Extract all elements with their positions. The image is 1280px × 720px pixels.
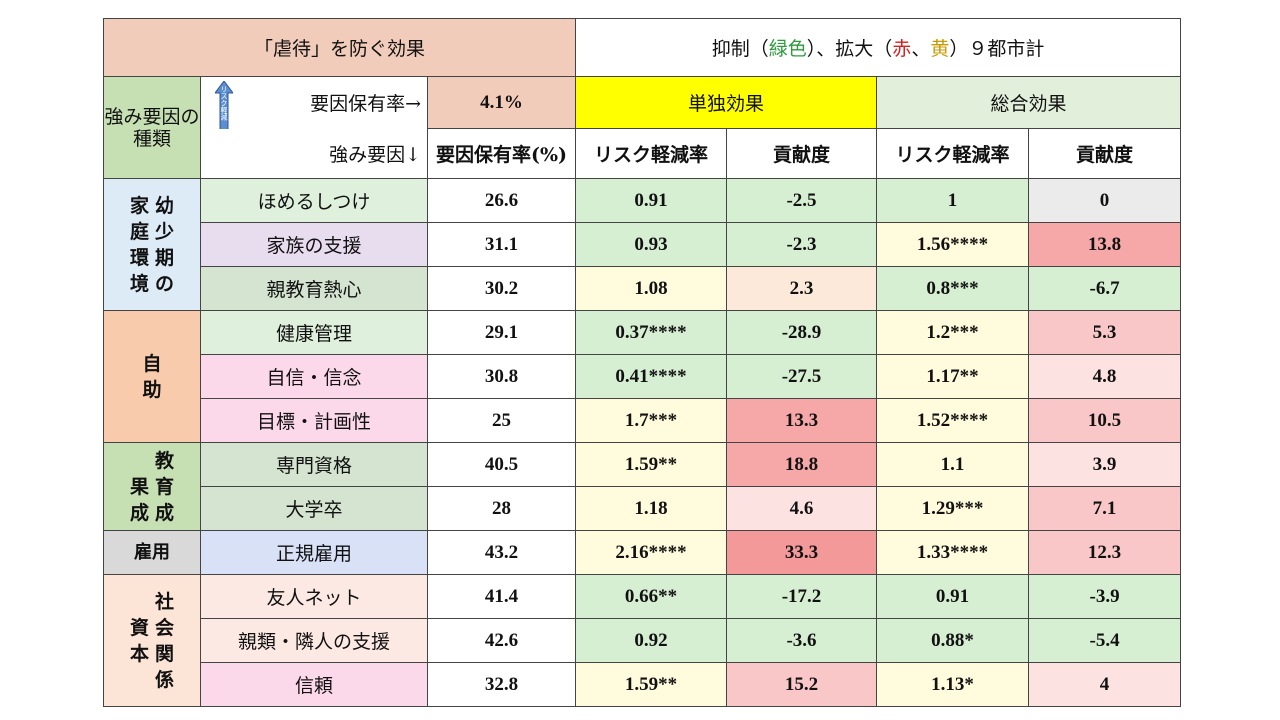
category-employment: 雇用 <box>103 530 201 575</box>
rate-cell: 29.1 <box>426 310 577 355</box>
alone-contrib-cell: 13.3 <box>726 398 878 443</box>
alone-contrib-cell: -17.2 <box>726 574 878 619</box>
alone-risk-cell: 1.7*** <box>575 398 728 443</box>
alone-contrib-cell: 18.8 <box>726 442 878 487</box>
risk-arrow-icon: リスク軽減 <box>215 81 233 129</box>
total-contrib-cell: -6.7 <box>1028 266 1182 311</box>
alone-risk-cell: 2.16**** <box>575 530 728 575</box>
rate-cell: 30.2 <box>426 266 577 311</box>
rate-cell: 42.6 <box>426 618 577 663</box>
total-contrib-cell: 10.5 <box>1028 398 1182 443</box>
legend-green: 緑色 <box>768 38 807 60</box>
rate-cell: 25 <box>426 398 577 443</box>
rate-cell: 26.6 <box>426 178 577 223</box>
factor-label: 強み要因↓ <box>200 128 428 179</box>
factor-name: 親教育熱心 <box>200 266 428 311</box>
total-risk-cell: 1.1 <box>876 442 1030 487</box>
category-social-capital: 資本 社会関係 <box>103 574 201 707</box>
alone-risk-cell: 1.18 <box>575 486 728 531</box>
total-contrib-cell: 3.9 <box>1028 442 1182 487</box>
total-contrib-cell: 13.8 <box>1028 222 1182 267</box>
alone-contrib-cell: -28.9 <box>726 310 878 355</box>
total-contrib-cell: 4 <box>1028 662 1182 707</box>
category-education: 果成 教育成 <box>103 442 201 531</box>
factor-name: 友人ネット <box>200 574 428 619</box>
total-risk-cell: 1.52**** <box>876 398 1030 443</box>
total-contrib-cell: 0 <box>1028 178 1182 223</box>
col-total-contrib: 貢献度 <box>1028 128 1182 179</box>
total-contrib-cell: 7.1 <box>1028 486 1182 531</box>
alone-risk-cell: 1.59** <box>575 662 728 707</box>
rate-cell: 43.2 <box>426 530 577 575</box>
factor-name: 目標・計画性 <box>200 398 428 443</box>
rate-cell: 40.5 <box>426 442 577 487</box>
total-risk-cell: 1.29*** <box>876 486 1030 531</box>
factor-name: 専門資格 <box>200 442 428 487</box>
alone-risk-cell: 1.08 <box>575 266 728 311</box>
alone-risk-cell: 0.93 <box>575 222 728 267</box>
rate-label-cell: リスク軽減 要因保有率→ <box>200 76 428 129</box>
alone-contrib-cell: -2.3 <box>726 222 878 267</box>
category-self-help: 自助 <box>103 310 201 443</box>
alone-header: 単独効果 <box>575 76 878 129</box>
table-title: 「虐待」を防ぐ効果 <box>102 18 577 77</box>
alone-risk-cell: 1.59** <box>575 442 728 487</box>
alone-risk-cell: 0.37**** <box>575 310 728 355</box>
alone-risk-cell: 0.92 <box>575 618 728 663</box>
factor-name: 親類・隣人の支援 <box>200 618 428 663</box>
rate-cell: 41.4 <box>426 574 577 619</box>
factor-name: 大学卒 <box>200 486 428 531</box>
total-risk-cell: 0.88* <box>876 618 1030 663</box>
table-subtitle: 抑制（緑色）、拡大（赤、黄）９都市計 <box>575 18 1182 77</box>
col-total-risk: リスク軽減率 <box>876 128 1030 179</box>
rate-value: 4.1% <box>426 76 577 129</box>
total-risk-cell: 1.2*** <box>876 310 1030 355</box>
alone-contrib-cell: 2.3 <box>726 266 878 311</box>
factor-name: 健康管理 <box>200 310 428 355</box>
factor-name: 正規雇用 <box>200 530 428 575</box>
rate-cell: 31.1 <box>426 222 577 267</box>
col-alone-risk: リスク軽減率 <box>575 128 728 179</box>
factor-name: 信頼 <box>200 662 428 707</box>
alone-contrib-cell: -2.5 <box>726 178 878 223</box>
col-alone-contrib: 貢献度 <box>726 128 878 179</box>
total-contrib-cell: -3.9 <box>1028 574 1182 619</box>
total-risk-cell: 1.13* <box>876 662 1030 707</box>
total-contrib-cell: 4.8 <box>1028 354 1182 399</box>
total-risk-cell: 0.91 <box>876 574 1030 619</box>
total-contrib-cell: 12.3 <box>1028 530 1182 575</box>
total-risk-cell: 1.17** <box>876 354 1030 399</box>
col-rate: 要因保有率(%) <box>426 128 577 179</box>
rate-cell: 30.8 <box>426 354 577 399</box>
legend-red: 赤 <box>892 38 912 60</box>
total-risk-cell: 1 <box>876 178 1030 223</box>
category-family: 家庭環境 幼少期の <box>103 178 201 311</box>
total-risk-cell: 1.33**** <box>876 530 1030 575</box>
alone-risk-cell: 0.91 <box>575 178 728 223</box>
rate-cell: 32.8 <box>426 662 577 707</box>
legend-yellow: 黄 <box>930 38 950 60</box>
alone-contrib-cell: 33.3 <box>726 530 878 575</box>
alone-risk-cell: 0.66** <box>575 574 728 619</box>
total-header: 総合効果 <box>876 76 1182 129</box>
total-risk-cell: 1.56**** <box>876 222 1030 267</box>
total-contrib-cell: -5.4 <box>1028 618 1182 663</box>
factor-name: ほめるしつけ <box>200 178 428 223</box>
total-contrib-cell: 5.3 <box>1028 310 1182 355</box>
rate-label: 要因保有率→ <box>310 93 421 116</box>
alone-contrib-cell: 15.2 <box>726 662 878 707</box>
alone-contrib-cell: -3.6 <box>726 618 878 663</box>
factor-name: 自信・信念 <box>200 354 428 399</box>
alone-contrib-cell: 4.6 <box>726 486 878 531</box>
rate-cell: 28 <box>426 486 577 531</box>
alone-contrib-cell: -27.5 <box>726 354 878 399</box>
effects-table: 「虐待」を防ぐ効果 抑制（緑色）、拡大（赤、黄）９都市計 強み要因の種類 リスク… <box>102 18 1182 707</box>
alone-risk-cell: 0.41**** <box>575 354 728 399</box>
factor-name: 家族の支援 <box>200 222 428 267</box>
type-header: 強み要因の種類 <box>103 76 201 179</box>
arrow-text: リスク軽減 <box>220 86 228 122</box>
total-risk-cell: 0.8*** <box>876 266 1030 311</box>
